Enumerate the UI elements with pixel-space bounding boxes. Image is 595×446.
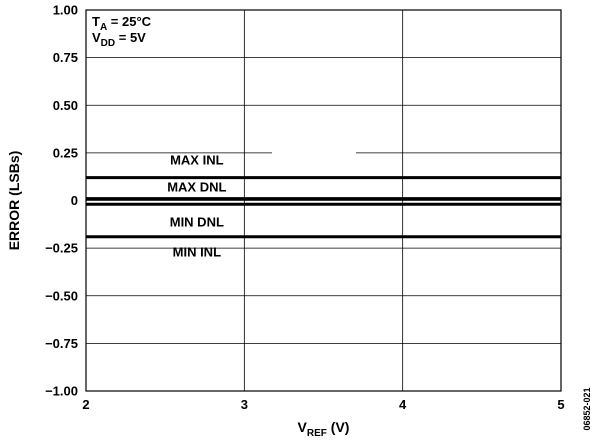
x-axis-title-main: V [298,419,308,435]
series-lines: MAX INL MAX DNL MIN DNL MIN INL [86,147,561,260]
y-tick-label: 0 [71,193,78,208]
x-tick-label: 4 [399,397,407,412]
x-tick-label: 5 [557,397,564,412]
series-label-max-inl: MAX INL [170,153,224,168]
condition-main: V [92,30,101,45]
y-tick-label: 0.50 [53,98,78,113]
y-tick-label: −0.75 [45,336,78,351]
y-tick-label: 1.00 [53,3,78,18]
condition-subscript: A [100,22,107,33]
axis-ticks: 1.00 0.75 0.50 0.25 0 −0.25 −0.50 −0.75 −1.00 2 3 4… [45,3,565,413]
condition-value: = 5V [115,30,146,45]
y-tick-label: −0.50 [45,288,78,303]
series-label-min-inl: MIN INL [173,245,221,260]
figure-id: 06852-021 [582,387,592,430]
plot-frame [85,9,562,392]
y-axis-title: ERROR (LSBs) [6,151,22,251]
y-tick-label: 0.25 [53,145,78,160]
condition-0: TA = 25°C [92,14,152,33]
grid-lines [85,9,562,392]
x-tick-label: 2 [82,397,89,412]
x-axis-title-subscript: REF [307,428,327,439]
y-tick-label: −0.25 [45,241,78,256]
condition-1: VDD = 5V [92,30,146,49]
y-tick-label: −1.00 [45,384,78,399]
series-label-min-dnl: MIN DNL [170,214,224,229]
condition-main: T [92,14,100,29]
condition-subscript: DD [101,38,115,49]
condition-value: = 25°C [107,14,151,29]
x-axis-title: VREF (V) [298,419,350,439]
series-label-max-dnl: MAX DNL [167,180,226,195]
x-tick-label: 3 [241,397,248,412]
label-knockout-0 [272,147,356,161]
label-knockout-1 [272,215,356,229]
x-axis-title-unit: (V) [327,419,350,435]
y-tick-label: 0.75 [53,50,78,65]
